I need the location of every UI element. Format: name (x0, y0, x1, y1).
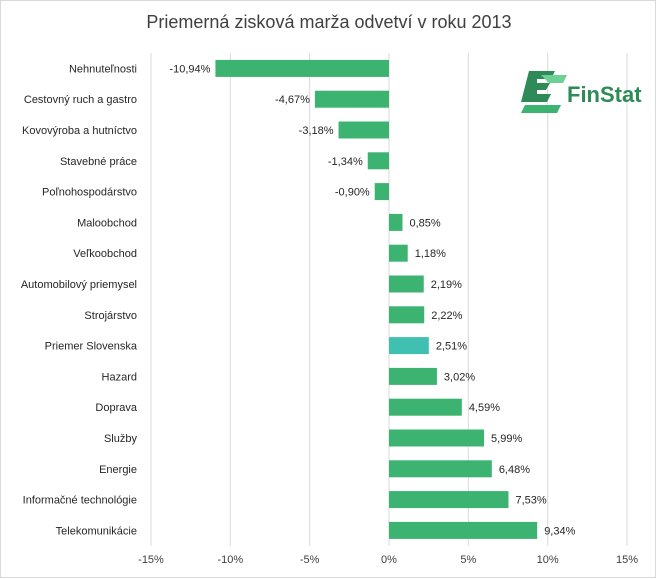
finstat-logo-icon (521, 71, 567, 113)
bar (314, 90, 389, 108)
x-tick-label: 0% (381, 554, 397, 566)
x-tick-label: 5% (460, 554, 476, 566)
x-tick-label: 10% (537, 554, 559, 566)
x-tick-label: -5% (300, 554, 320, 566)
value-label: 6,48% (499, 464, 530, 476)
category-label: Služby (104, 433, 138, 445)
bar (389, 398, 462, 416)
finstat-logo: FinStat (521, 71, 642, 113)
finstat-logo-text: FinStat (567, 82, 642, 107)
bar (389, 491, 509, 509)
bar (389, 213, 403, 231)
category-label: Poľnohospodárstvo (42, 187, 137, 199)
category-label: Strojárstvo (84, 310, 137, 322)
chart-title: Priemerná zisková marža odvetví v roku 2… (146, 12, 511, 32)
value-label: 0,85% (409, 217, 440, 229)
x-tick-labels: -15% -10% -5% 0% 5% 10% 15% (138, 554, 638, 566)
value-label: 3,02% (444, 371, 475, 383)
bars (215, 59, 538, 539)
x-tick-label: -10% (217, 554, 243, 566)
bar (389, 367, 437, 385)
category-label: Doprava (95, 402, 137, 414)
bar (389, 460, 492, 478)
category-label: Maloobchod (77, 217, 137, 229)
bar (215, 59, 389, 77)
bar (389, 429, 485, 447)
x-tick-label: -15% (138, 554, 164, 566)
bar (374, 183, 389, 201)
value-label: -10,94% (169, 63, 210, 75)
x-tick-label: 15% (616, 554, 638, 566)
value-label: -1,34% (328, 156, 363, 168)
value-label: 1,18% (415, 248, 446, 260)
value-label: 2,19% (431, 279, 462, 291)
bar (389, 275, 424, 293)
category-label: Automobilový priemysel (21, 279, 137, 291)
category-label: Telekomunikácie (56, 525, 137, 537)
category-label: Priemer Slovenska (45, 341, 138, 353)
bar (367, 152, 389, 170)
value-label: 2,22% (431, 310, 462, 322)
value-label: -4,67% (275, 94, 310, 106)
category-label: Cestovný ruch a gastro (24, 94, 137, 106)
category-label: Informačné technológie (23, 495, 137, 507)
category-label: Stavebné práce (60, 156, 137, 168)
value-label: 2,51% (436, 341, 467, 353)
category-label: Hazard (102, 371, 137, 383)
value-label: -3,18% (299, 125, 334, 137)
bar (389, 337, 429, 355)
bar (338, 121, 389, 139)
bar (389, 306, 425, 324)
value-label: 4,59% (469, 402, 500, 414)
value-label: -0,90% (335, 187, 370, 199)
value-label: 9,34% (544, 525, 575, 537)
category-labels: Nehnuteľnosti Cestovný ruch a gastro Kovov… (21, 63, 138, 537)
category-label: Veľkoobchod (73, 248, 137, 260)
value-label: 7,53% (515, 495, 546, 507)
category-label: Kovovýroba a hutníctvo (22, 125, 137, 137)
value-label: 5,99% (491, 433, 522, 445)
bar (389, 244, 408, 262)
value-labels: -10,94% -4,67% -3,18% -1,34% -0,90% 0,85% 1,18… (169, 63, 575, 537)
bar (389, 521, 538, 539)
category-label: Nehnuteľnosti (69, 63, 137, 75)
category-label: Energie (99, 464, 137, 476)
